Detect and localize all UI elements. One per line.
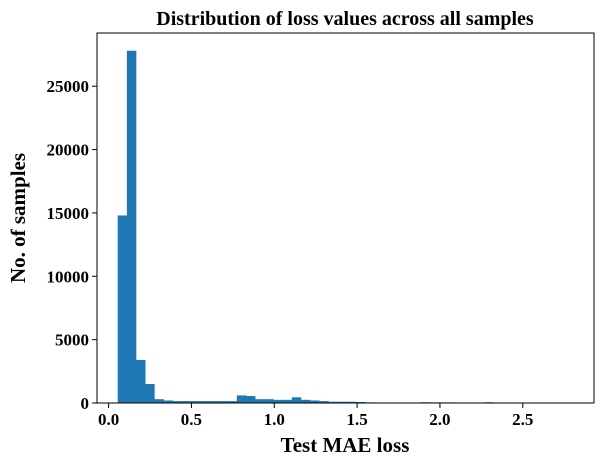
histogram-bar xyxy=(346,401,357,403)
histogram-bar xyxy=(172,401,183,403)
histogram-bar xyxy=(145,383,155,403)
histogram-bar xyxy=(282,399,293,403)
histogram-bar xyxy=(136,359,146,403)
y-tick-label: 0 xyxy=(81,394,90,413)
y-tick-label: 15000 xyxy=(47,204,90,223)
histogram-bar xyxy=(273,399,283,403)
y-axis-label: No. of samples xyxy=(6,153,30,283)
x-tick-label: 0.5 xyxy=(181,410,202,429)
histogram-bar xyxy=(200,401,210,403)
histogram-bar xyxy=(163,400,173,403)
y-tick-label: 20000 xyxy=(47,141,90,160)
y-tick-label: 5000 xyxy=(55,331,89,350)
histogram-bar xyxy=(181,401,192,403)
histogram-bar xyxy=(328,401,338,403)
histogram-bar xyxy=(355,401,366,403)
x-axis-ticks: 0.0 0.5 1.0 1.5 2.0 2.5 xyxy=(98,403,533,429)
x-tick-label: 1.5 xyxy=(346,410,367,429)
x-tick-label: 1.0 xyxy=(264,410,285,429)
x-tick-label: 2.0 xyxy=(429,410,450,429)
histogram-bar xyxy=(300,399,311,403)
histogram-bar xyxy=(291,397,302,403)
histogram-bar xyxy=(337,401,348,403)
x-axis-label: Test MAE loss xyxy=(281,433,410,457)
histogram-bar xyxy=(236,395,247,403)
histogram-bar xyxy=(209,401,219,403)
chart-title: Distribution of loss values across all s… xyxy=(156,8,534,30)
histogram-bar xyxy=(319,401,329,403)
x-tick-label: 2.5 xyxy=(512,410,533,429)
histogram-bar xyxy=(227,401,238,403)
histogram-bar xyxy=(117,215,128,403)
histogram-bar xyxy=(264,399,274,403)
histogram-bar xyxy=(191,401,201,403)
histogram-bar xyxy=(154,399,164,403)
histogram-bar xyxy=(310,400,320,403)
y-tick-label: 10000 xyxy=(47,267,90,286)
y-axis-ticks: 0 5000 10000 15000 20000 25000 xyxy=(47,77,97,413)
plot-frame xyxy=(96,32,595,404)
x-tick-label: 0.0 xyxy=(98,410,119,429)
histogram-bar xyxy=(126,50,137,404)
histogram-bar xyxy=(255,399,265,403)
y-tick-label: 25000 xyxy=(47,77,90,96)
histogram-bar xyxy=(245,396,256,403)
histogram-bar xyxy=(218,401,228,403)
